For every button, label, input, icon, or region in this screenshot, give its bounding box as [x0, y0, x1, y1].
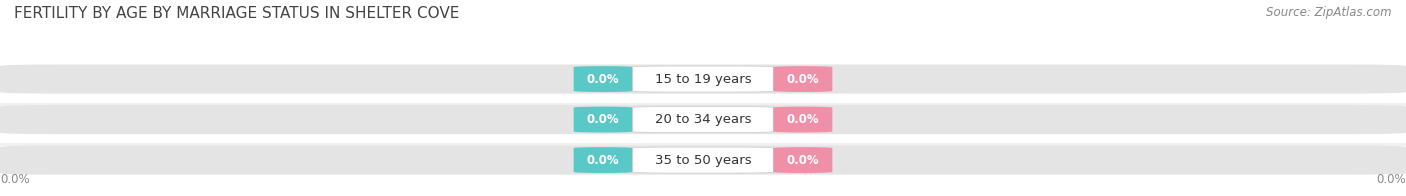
- Text: 15 to 19 years: 15 to 19 years: [655, 73, 751, 85]
- Text: 0.0%: 0.0%: [1376, 173, 1406, 186]
- Text: 0.0%: 0.0%: [0, 173, 30, 186]
- FancyBboxPatch shape: [574, 147, 633, 173]
- FancyBboxPatch shape: [574, 107, 633, 132]
- FancyBboxPatch shape: [773, 147, 832, 173]
- FancyBboxPatch shape: [773, 107, 832, 132]
- FancyBboxPatch shape: [574, 66, 633, 92]
- FancyBboxPatch shape: [773, 66, 832, 92]
- FancyBboxPatch shape: [0, 105, 1406, 134]
- Text: 0.0%: 0.0%: [586, 113, 620, 126]
- Text: Source: ZipAtlas.com: Source: ZipAtlas.com: [1267, 6, 1392, 19]
- Text: 0.0%: 0.0%: [786, 113, 820, 126]
- Text: 0.0%: 0.0%: [586, 154, 620, 167]
- Text: 0.0%: 0.0%: [786, 73, 820, 85]
- FancyBboxPatch shape: [0, 64, 1406, 94]
- FancyBboxPatch shape: [633, 147, 773, 173]
- Text: 0.0%: 0.0%: [586, 73, 620, 85]
- FancyBboxPatch shape: [633, 107, 773, 132]
- Text: FERTILITY BY AGE BY MARRIAGE STATUS IN SHELTER COVE: FERTILITY BY AGE BY MARRIAGE STATUS IN S…: [14, 6, 460, 21]
- Text: 35 to 50 years: 35 to 50 years: [655, 154, 751, 167]
- FancyBboxPatch shape: [633, 66, 773, 92]
- Text: 0.0%: 0.0%: [786, 154, 820, 167]
- FancyBboxPatch shape: [0, 145, 1406, 175]
- Text: 20 to 34 years: 20 to 34 years: [655, 113, 751, 126]
